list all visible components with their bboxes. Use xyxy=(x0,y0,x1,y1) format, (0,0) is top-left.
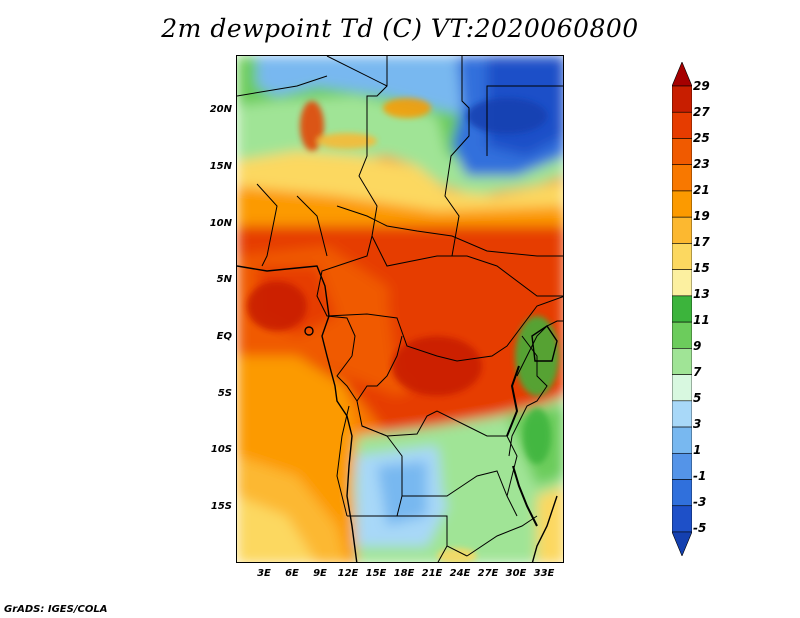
colorbar-label: 5 xyxy=(693,391,702,405)
colorbar-label: 21 xyxy=(693,183,710,197)
colorbar-segment xyxy=(672,164,692,192)
lon-label-15e: 15E xyxy=(365,568,387,579)
colorbar-segment xyxy=(672,62,692,87)
colorbar-segment xyxy=(672,85,692,113)
colorbar-label: 23 xyxy=(693,157,710,171)
colorbar-label: -1 xyxy=(693,469,707,483)
colorbar-label: 9 xyxy=(693,339,702,353)
dewpoint-map xyxy=(236,55,564,563)
colorbar-segment xyxy=(672,505,692,533)
colorbar-segment xyxy=(672,374,692,402)
lon-label-24e: 24E xyxy=(449,568,471,579)
map-title: 2m dewpoint Td (C) VT:2020060800 xyxy=(161,14,639,43)
lat-label-10n: 10N xyxy=(209,218,232,229)
colorbar-segment xyxy=(672,243,692,270)
lat-label-15s: 15S xyxy=(210,501,232,512)
colorbar-label: 1 xyxy=(693,443,702,457)
lat-label-5s: 5S xyxy=(217,388,232,399)
colorbar-segment xyxy=(672,426,692,454)
colorbar-segment xyxy=(672,111,692,139)
colorbar-label: 15 xyxy=(693,261,710,275)
colorbar-segment xyxy=(672,138,692,166)
colorbar-segment xyxy=(672,348,692,375)
colorbar-label: -5 xyxy=(693,521,707,535)
colorbar-label: 27 xyxy=(693,105,710,119)
lat-label-5n: 5N xyxy=(216,274,232,285)
colorbar-segment xyxy=(672,295,692,323)
coastline-and-lakes xyxy=(237,265,558,562)
colorbar-label: 13 xyxy=(693,287,710,301)
colorbar-label: 29 xyxy=(693,79,710,93)
lon-label-6e: 6E xyxy=(285,568,299,579)
colorbar-label: 7 xyxy=(693,365,702,379)
colorbar-segment xyxy=(672,531,692,556)
colorbar-label: 3 xyxy=(693,417,702,431)
lat-label-10s: 10S xyxy=(210,444,232,455)
dewpoint-fill-field xyxy=(237,56,563,562)
colorbar-segment xyxy=(672,479,692,507)
colorbar-segment xyxy=(672,321,692,349)
lon-label-12e: 12E xyxy=(337,568,359,579)
lon-label-21e: 21E xyxy=(421,568,443,579)
colorbar-label: 17 xyxy=(693,235,710,249)
lon-label-27e: 27E xyxy=(477,568,499,579)
colorbar-label: 25 xyxy=(693,131,710,145)
colorbar xyxy=(672,62,692,556)
lon-label-30e: 30E xyxy=(505,568,527,579)
colorbar-segment xyxy=(672,452,692,480)
lon-label-9e: 9E xyxy=(313,568,327,579)
lon-label-3e: 3E xyxy=(257,568,271,579)
colorbar-label: -3 xyxy=(693,495,707,509)
colorbar-segment xyxy=(672,190,692,218)
colorbar-label: 19 xyxy=(693,209,710,223)
lat-label-20n: 20N xyxy=(209,104,232,115)
colorbar-segment xyxy=(672,400,692,428)
lat-label-15n: 15N xyxy=(209,161,232,172)
colorbar-segment xyxy=(672,269,692,297)
colorbar-segment xyxy=(672,216,692,244)
colorbar-label: 11 xyxy=(693,313,710,327)
lat-label-eq: EQ xyxy=(216,331,232,342)
country-borders xyxy=(237,56,563,562)
footer-credit: GrADS: IGES/COLA xyxy=(4,604,108,615)
lon-label-18e: 18E xyxy=(393,568,415,579)
lon-label-33e: 33E xyxy=(533,568,555,579)
